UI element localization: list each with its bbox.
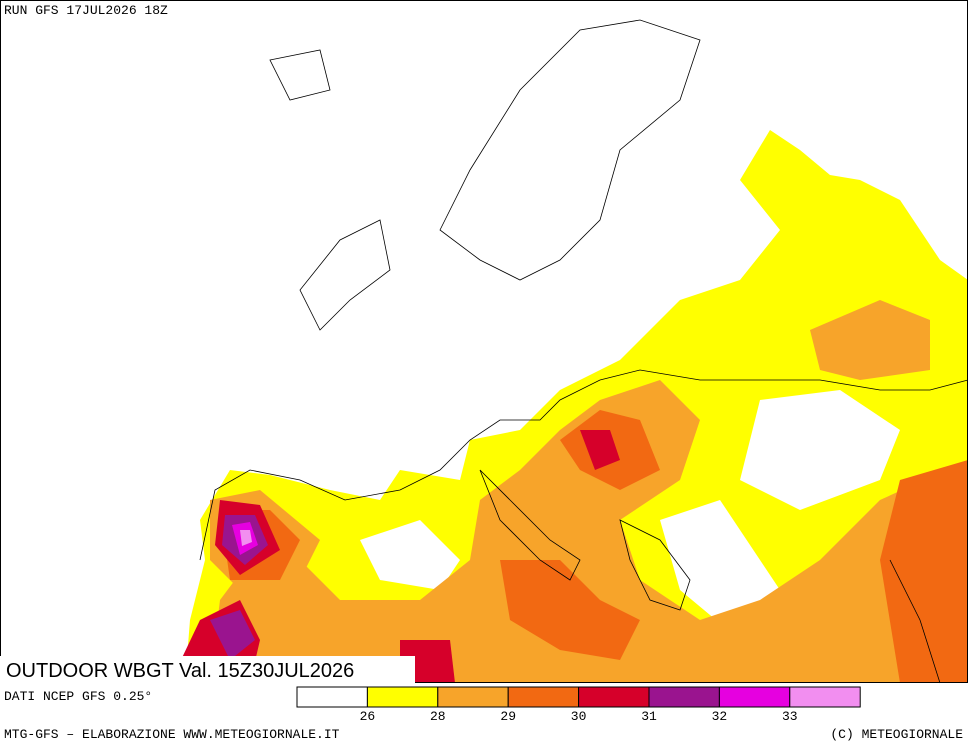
legend-label: 26 bbox=[360, 709, 376, 724]
footer-right: (C) METEOGIORNALE bbox=[830, 727, 963, 742]
map-field bbox=[170, 19, 968, 684]
legend-label: 29 bbox=[500, 709, 516, 724]
legend-swatch bbox=[437, 686, 509, 708]
legend-label: 32 bbox=[712, 709, 728, 724]
legend-swatch bbox=[296, 686, 368, 708]
source-label: DATI NCEP GFS 0.25° bbox=[4, 689, 152, 704]
legend-swatch bbox=[648, 686, 720, 708]
legend-swatch bbox=[789, 686, 861, 708]
legend: 26 28 29 30 31 32 33 bbox=[296, 686, 861, 724]
legend-label: 30 bbox=[571, 709, 587, 724]
legend-label: 31 bbox=[641, 709, 657, 724]
run-label: RUN GFS 17JUL2026 18Z bbox=[4, 3, 168, 18]
legend-label: 33 bbox=[782, 709, 798, 724]
title-box bbox=[0, 656, 415, 683]
legend-swatch bbox=[507, 686, 580, 708]
legend-label: 28 bbox=[430, 709, 446, 724]
legend-swatch bbox=[366, 686, 439, 708]
footer-left: MTG-GFS – ELABORAZIONE WWW.METEOGIORNALE… bbox=[4, 727, 340, 742]
map-title: OUTDOOR WBGT Val. 15Z30JUL2026 bbox=[6, 660, 354, 682]
legend-swatch bbox=[718, 686, 791, 708]
legend-swatch bbox=[578, 686, 650, 708]
